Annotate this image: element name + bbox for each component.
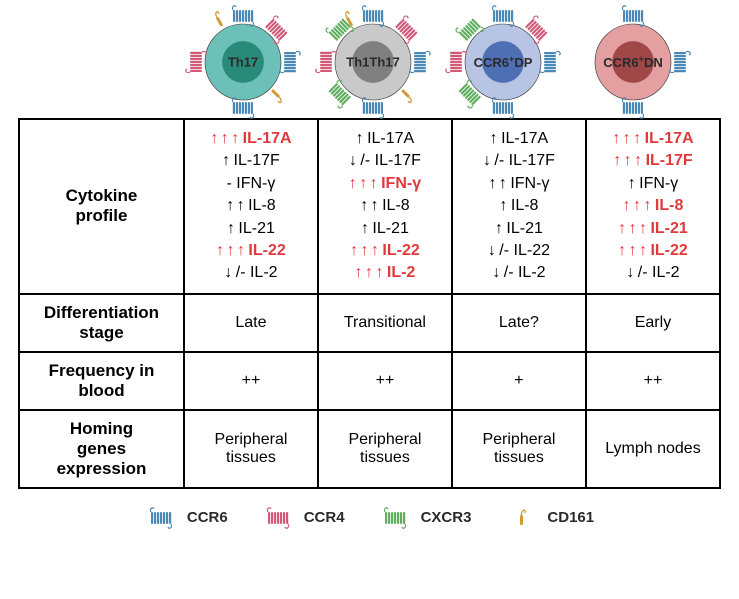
table-cell: Peripheral tissues	[318, 410, 452, 488]
table-cell: ++	[318, 352, 452, 410]
cell-label-th1th17: Th1Th17	[346, 55, 399, 70]
table-cell: Peripheral tissues	[184, 410, 318, 488]
legend-ccr6: CCR6	[145, 503, 228, 533]
legend-cd161: CD161	[505, 503, 594, 533]
table-cell: Late?	[452, 294, 586, 352]
legend-label: CCR6	[187, 509, 228, 526]
legend-label: CXCR3	[421, 509, 472, 526]
cell-th1th17: Th1Th17	[318, 12, 428, 112]
cell-ccr6dp: CCR6+DP	[448, 12, 558, 112]
table-cell: Late	[184, 294, 318, 352]
cell-label-th17: Th17	[228, 55, 258, 70]
cell-th17: Th17	[188, 12, 298, 112]
table-cell: ↑ IL-17A↓ /- IL-17F↑ ↑ IFN-γ↑ IL-8↑ IL-2…	[452, 119, 586, 294]
legend-ccr4: CCR4	[262, 503, 345, 533]
legend-label: CCR4	[304, 509, 345, 526]
row-header: Differentiationstage	[19, 294, 184, 352]
table-cell: Transitional	[318, 294, 452, 352]
table-cell: ↑ ↑ ↑ IL-17A↑ ↑ ↑ IL-17F↑ IFN-γ↑ ↑ ↑ IL-…	[586, 119, 720, 294]
table-cell: ++	[184, 352, 318, 410]
receptor-legend: CCR6 CCR4 CXCR3 CD161	[18, 503, 721, 533]
table-cell: ↑ ↑ ↑ IL-17A↑ IL-17F- IFN-γ↑ ↑ IL-8↑ IL-…	[184, 119, 318, 294]
row-header: Frequency inblood	[19, 352, 184, 410]
cell-diagrams-row: Th17 Th1Th17 CCR6+DP CCR6+DN	[18, 12, 721, 112]
table-cell: Early	[586, 294, 720, 352]
cell-ccr6dn: CCR6+DN	[578, 12, 688, 112]
table-cell: Peripheral tissues	[452, 410, 586, 488]
comparison-table: Cytokineprofile↑ ↑ ↑ IL-17A↑ IL-17F- IFN…	[18, 118, 721, 489]
cell-label-ccr6dn: CCR6+DN	[603, 54, 663, 70]
cell-label-ccr6dp: CCR6+DP	[474, 54, 533, 70]
table-cell: ++	[586, 352, 720, 410]
legend-cxcr3: CXCR3	[379, 503, 472, 533]
table-cell: ↑ IL-17A↓ /- IL-17F↑ ↑ ↑ IFN-γ↑ ↑ IL-8↑ …	[318, 119, 452, 294]
row-header: Cytokineprofile	[19, 119, 184, 294]
table-cell: +	[452, 352, 586, 410]
table-cell: Lymph nodes	[586, 410, 720, 488]
legend-label: CD161	[547, 509, 594, 526]
row-header: Hominggenesexpression	[19, 410, 184, 488]
